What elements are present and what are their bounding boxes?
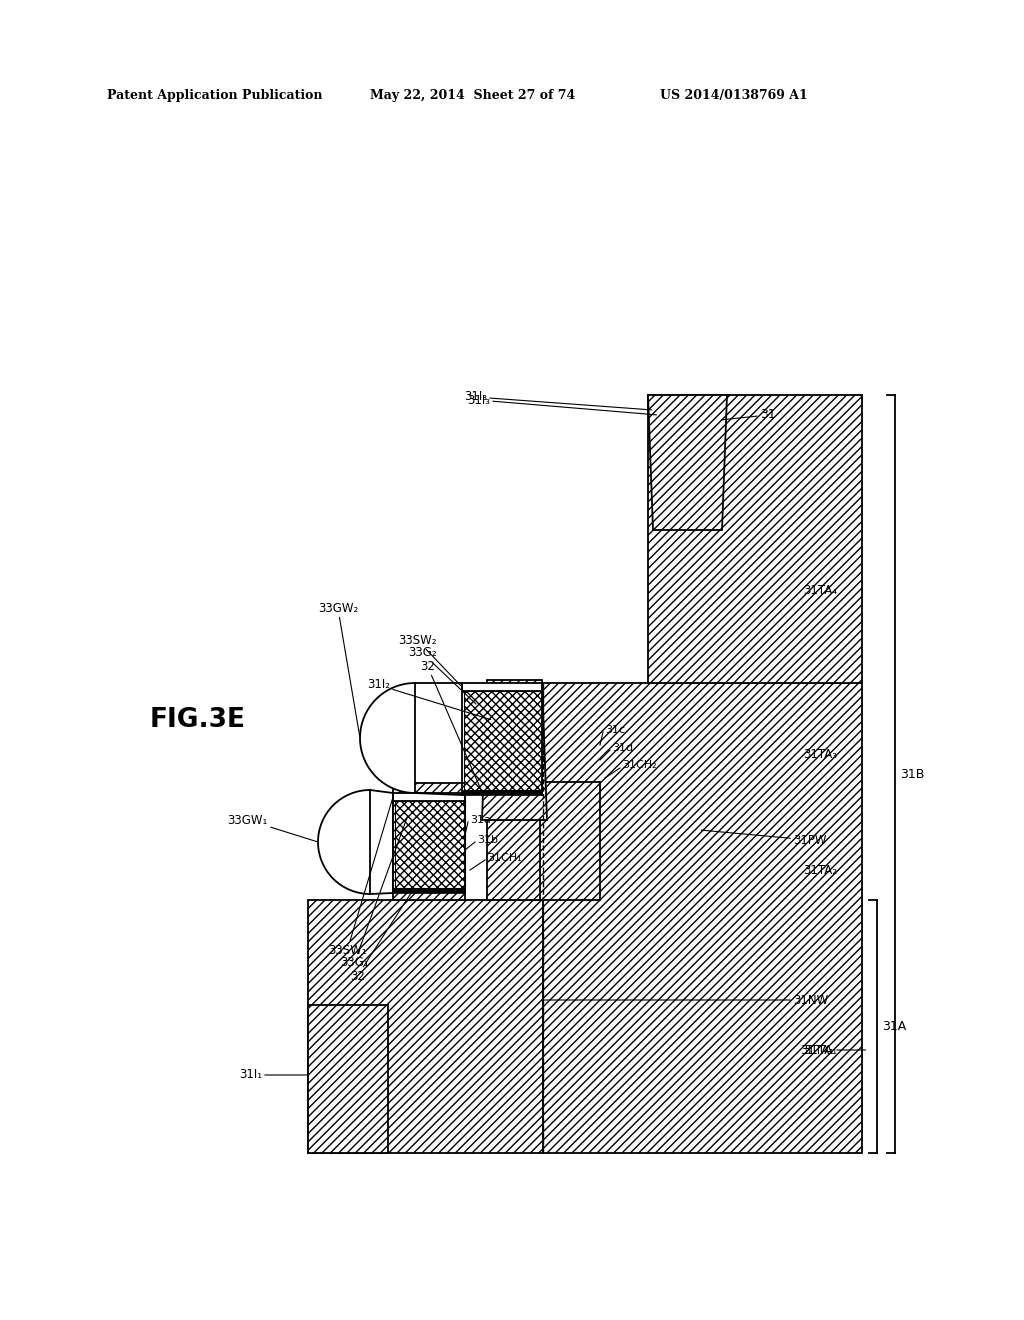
Bar	[308, 1005, 388, 1152]
Bar	[393, 793, 465, 801]
Bar	[464, 685, 542, 789]
Polygon shape	[482, 680, 547, 820]
Text: May 22, 2014  Sheet 27 of 74: May 22, 2014 Sheet 27 of 74	[370, 88, 575, 102]
Text: Patent Application Publication: Patent Application Publication	[106, 88, 323, 102]
Wedge shape	[360, 682, 415, 793]
Text: US 2014/0138769 A1: US 2014/0138769 A1	[660, 88, 808, 102]
Text: 31PW: 31PW	[701, 830, 826, 846]
Text: 31: 31	[721, 408, 776, 421]
Bar	[308, 900, 543, 1152]
Bar	[487, 820, 542, 900]
Bar	[393, 888, 465, 894]
Text: 31d: 31d	[612, 743, 633, 752]
Text: 33G₁: 33G₁	[340, 816, 408, 969]
Bar	[462, 789, 542, 795]
Text: 31I₃: 31I₃	[464, 391, 651, 411]
Text: 32: 32	[420, 660, 481, 791]
Text: 31I₁: 31I₁	[239, 1068, 306, 1081]
Text: 31CH₂: 31CH₂	[622, 760, 656, 770]
Text: 31c: 31c	[605, 725, 625, 735]
Wedge shape	[318, 789, 370, 894]
Text: 33SW₁: 33SW₁	[328, 799, 392, 957]
Text: 31A: 31A	[882, 1019, 906, 1032]
Polygon shape	[648, 395, 727, 531]
Text: 33G₂: 33G₂	[408, 647, 476, 704]
Text: 31I₂: 31I₂	[367, 678, 490, 719]
Text: 33SW₂: 33SW₂	[398, 634, 461, 686]
Bar	[393, 783, 465, 900]
Text: 31NW: 31NW	[545, 994, 828, 1006]
Text: 31b: 31b	[477, 836, 498, 845]
Text: 31B: 31B	[900, 767, 925, 780]
Bar	[395, 795, 465, 888]
Text: 31TA₁: 31TA₁	[800, 1044, 865, 1056]
Text: 31TA₃: 31TA₃	[803, 748, 837, 762]
Bar	[540, 781, 600, 900]
Text: 31TA₄: 31TA₄	[803, 583, 837, 597]
Text: 31a: 31a	[470, 814, 490, 825]
Text: 31CH₁: 31CH₁	[487, 853, 521, 863]
Text: 31TA₁: 31TA₁	[803, 1044, 838, 1056]
Text: FIG.3E: FIG.3E	[150, 708, 246, 733]
Bar	[462, 682, 542, 690]
Text: 33GW₁: 33GW₁	[227, 813, 316, 842]
Text: 33GW₂: 33GW₂	[317, 602, 359, 737]
Text: 32: 32	[350, 891, 413, 982]
Bar	[648, 395, 862, 682]
Bar	[543, 682, 862, 1152]
Text: 31TA₂: 31TA₂	[803, 863, 837, 876]
Text: 31I₃: 31I₃	[467, 393, 656, 414]
